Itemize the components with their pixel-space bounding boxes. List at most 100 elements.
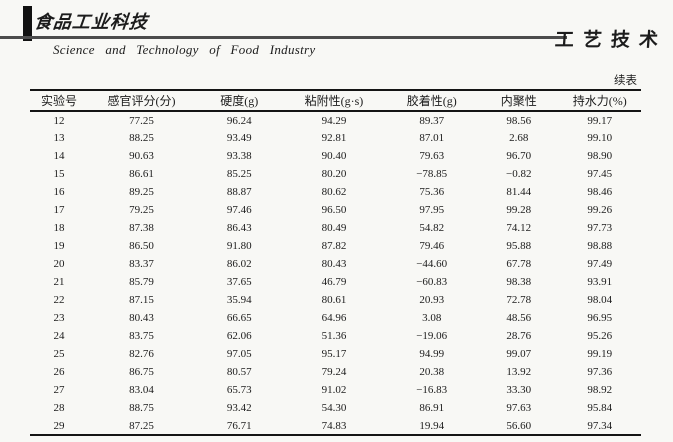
table-cell: 3.08: [422, 312, 442, 324]
table-cell: 76.71: [226, 419, 252, 432]
table-cell: 25: [53, 348, 65, 360]
column-header: 内聚性: [500, 94, 537, 108]
table-cell: 89.25: [129, 186, 154, 198]
table-cell: 79.24: [321, 366, 347, 378]
table-cell: 97.63: [506, 402, 532, 414]
table-cell: 95.84: [587, 402, 613, 414]
table-cell: 95.88: [506, 240, 532, 252]
table-cell: 86.02: [226, 258, 252, 270]
table-cell: 72.78: [506, 294, 532, 306]
table-cell: 96.95: [587, 312, 613, 324]
table-cell: 17: [53, 204, 65, 216]
table-cell: 75.36: [419, 186, 445, 198]
column-header: 实验号: [41, 94, 78, 108]
table-cell: 94.99: [419, 348, 445, 360]
table-cell: 95.17: [321, 348, 347, 360]
table-cell: 92.81: [321, 132, 347, 144]
table-row: 18 87.38 86.43 80.49 54.82 74.12 97.73: [30, 219, 641, 237]
table-cell: 86.91: [419, 402, 445, 414]
table-cell: −78.85: [416, 168, 448, 180]
table-cell: 83.37: [129, 258, 154, 270]
table-row: 22 87.15 35.94 80.61 20.93 72.78 98.04: [30, 291, 641, 309]
table-cell: 98.56: [506, 114, 532, 127]
table-cell: 80.49: [321, 222, 347, 234]
table-cell: 99.28: [506, 204, 532, 216]
table-row: 20 83.37 86.02 80.43 −44.60 67.78 97.49: [30, 255, 641, 273]
journal-name-english: Science and Technology of Food Industry: [53, 42, 316, 57]
experiment-results-table: 实验号 感官评分(分) 硬度(g) 粘附性(g·s) 胶着性(g) 内聚性 持水力(%) 1…: [30, 89, 641, 436]
table-cell: 16: [53, 186, 65, 198]
table-cell: 96.24: [226, 114, 252, 127]
table-cell: 67.78: [506, 258, 532, 270]
table-cell: 79.63: [419, 150, 445, 162]
table-cell: 80.57: [226, 366, 252, 378]
table-row: 15 86.61 85.25 80.20 −78.85 −0.82 97.45: [30, 165, 641, 183]
table-cell: 87.38: [129, 222, 154, 234]
table-cell: 20.93: [419, 294, 445, 306]
table-cell: 99.07: [506, 348, 532, 360]
table-cell: 28: [53, 402, 65, 414]
table-cell: 91.80: [226, 240, 252, 252]
table-cell: 95.26: [587, 330, 613, 342]
table-cell: 88.75: [129, 402, 154, 414]
table-cell: 88.25: [129, 132, 154, 144]
table-row: 16 89.25 88.87 80.62 75.36 81.44 98.46: [30, 183, 641, 201]
table-cell: 83.04: [129, 384, 154, 396]
table-cell: 46.79: [321, 276, 347, 288]
table-cell: 87.01: [419, 132, 445, 144]
table-cell: 13.92: [506, 366, 532, 378]
table-cell: 29: [53, 419, 65, 432]
table-cell: 19.94: [419, 419, 445, 432]
table-row: 17 79.25 97.46 96.50 97.95 99.28 99.26: [30, 201, 641, 219]
table-row: 24 83.75 62.06 51.36 −19.06 28.76 95.26: [30, 327, 641, 345]
table-cell: 91.02: [321, 384, 347, 396]
table-cell: 97.45: [587, 168, 613, 180]
table-cell: 97.34: [587, 419, 613, 432]
table-cell: 98.38: [506, 276, 532, 288]
table-row: 26 86.75 80.57 79.24 20.38 13.92 97.36: [30, 363, 641, 381]
table-cell: 21: [53, 276, 65, 288]
table-cell: 18: [53, 222, 65, 234]
table-cell: 99.17: [587, 114, 613, 127]
table-row: 21 85.79 37.65 46.79 −60.83 98.38 93.91: [30, 273, 641, 291]
table-cell: 93.49: [226, 132, 252, 144]
table-cell: 27: [53, 384, 65, 396]
table-cell: 97.46: [226, 204, 252, 216]
column-header: 硬度(g): [220, 94, 259, 108]
table-row: 28 88.75 93.42 54.30 86.91 97.63 95.84: [30, 399, 641, 417]
table-cell: 79.46: [419, 240, 445, 252]
table-row: 12 77.25 96.24 94.29 89.37 98.56 99.17: [30, 111, 641, 129]
table-cell: 13: [53, 132, 65, 144]
table-cell: 98.88: [587, 240, 613, 252]
table-cell: 80.20: [321, 168, 347, 180]
table-cell: 99.10: [587, 132, 613, 144]
table-row: 19 86.50 91.80 87.82 79.46 95.88 98.88: [30, 237, 641, 255]
table-cell: 22: [53, 294, 65, 306]
table-cell: 20: [53, 258, 65, 270]
table-cell: 85.25: [226, 168, 252, 180]
table-cell: 93.42: [226, 402, 252, 414]
table-cell: 83.75: [129, 330, 154, 342]
column-header: 持水力(%): [572, 94, 627, 108]
table-cell: 80.43: [129, 312, 154, 324]
table-cell: 98.46: [587, 186, 613, 198]
table-cell: 96.70: [506, 150, 532, 162]
table-cell: 90.40: [321, 150, 347, 162]
table-cell: 26: [53, 366, 65, 378]
table-cell: 86.75: [129, 366, 154, 378]
table-cell: 98.04: [587, 294, 613, 306]
table-cell: 87.82: [321, 240, 347, 252]
continued-table-label: 续表: [614, 75, 637, 87]
table-cell: 28.76: [506, 330, 532, 342]
table-cell: 98.90: [587, 150, 613, 162]
table-row: 29 87.25 76.71 74.83 19.94 56.60 97.34: [30, 417, 641, 435]
table-cell: 97.36: [587, 366, 613, 378]
table-cell: 12: [53, 114, 65, 127]
table-cell: 64.96: [321, 312, 347, 324]
table-cell: −19.06: [416, 330, 448, 342]
table-cell: 14: [53, 150, 65, 162]
table-cell: 33.30: [506, 384, 532, 396]
table-cell: 20.38: [419, 366, 445, 378]
table-cell: 19: [53, 240, 65, 252]
